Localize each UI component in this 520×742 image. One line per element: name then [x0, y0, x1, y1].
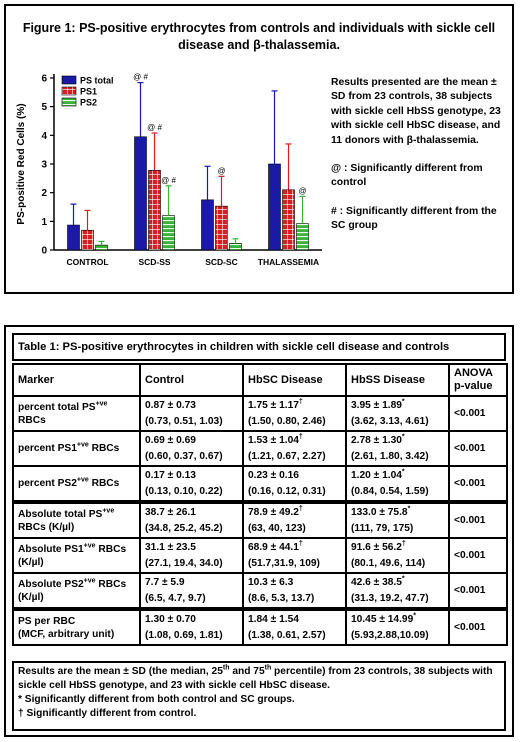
cell-control: 7.7 ± 5.9 (6.5, 4.7, 9.7) [139, 572, 244, 610]
y-tick-label: 5 [41, 102, 47, 113]
cell-hbss: 133.0 ± 75.8* (111, 79, 175) [345, 500, 450, 539]
bar-ps-total [67, 224, 80, 251]
legend-swatch [61, 75, 77, 85]
cell-hbsc: 0.23 ± 0.16 (0.16, 0.12, 0.31) [242, 465, 347, 503]
cell-anova: <0.001 [448, 607, 508, 646]
figure-notes: Results presented are the mean ± SD from… [331, 76, 509, 248]
data-table: Marker Control HbSC Disease HbSS Disease… [12, 363, 508, 646]
cell-hbss: 2.78 ± 1.30* (2.61, 1.80, 3.42) [345, 430, 450, 467]
table-row: Absolute PS1+ve RBCs (K/µl) 31.1 ± 23.5 (2… [12, 537, 508, 574]
figure-box: Figure 1: PS-positive erythrocytes from … [4, 4, 514, 294]
header-hbsc: HbSC Disease [242, 363, 347, 397]
cell-anova: <0.001 [448, 537, 508, 574]
results-note: Results presented are the mean ± SD from… [331, 77, 501, 146]
y-tick-label: 3 [41, 160, 47, 171]
figure-title: Figure 1: PS-positive erythrocytes from … [6, 20, 512, 54]
cell-hbsc: 1.53 ± 1.04† (1.21, 0.67, 2.27) [242, 430, 347, 467]
cell-control: 38.7 ± 26.1 (34.8, 25.2, 45.2) [139, 500, 244, 539]
y-axis-label: PS-positive Red Cells (%) [16, 103, 27, 224]
table-row: PS per RBC (MCF, arbitrary unit) 1.30 ± 0.… [12, 607, 508, 646]
table-title: Table 1: PS-positive erythrocytes in chi… [12, 333, 506, 361]
bar-ps2 [296, 223, 309, 251]
y-tick-label: 1 [41, 217, 47, 228]
bar-annotation: @ # [147, 123, 162, 132]
legend-swatch [61, 97, 77, 107]
cell-hbss: 1.20 ± 1.04* (0.84, 0.54, 1.59) [345, 465, 450, 503]
note-at: @ : Significantly different from control [331, 163, 483, 189]
bar-ps1 [215, 205, 228, 251]
row-marker: percent total PS+ve RBCs [12, 395, 141, 432]
cell-hbsc: 68.9 ± 44.1† (51.7,31.9, 109) [242, 537, 347, 574]
bar-ps1 [282, 189, 295, 251]
legend-entry: PS total [80, 76, 114, 86]
x-tick-label: THALASSEMIA [258, 257, 319, 267]
cell-hbss: 3.95 ± 1.89* (3.62, 3.13, 4.61) [345, 395, 450, 432]
x-tick-label: SCD-SC [205, 257, 238, 267]
row-marker: percent PS2+ve RBCs [12, 465, 141, 503]
cell-hbsc: 78.9 ± 49.2† (63, 40, 123) [242, 500, 347, 539]
bar-chart: 0 1 2 3 4 5 6 PS-positive Red Cells (%) CONTROL @… [16, 73, 322, 267]
cell-control: 0.87 ± 0.73 (0.73, 0.51, 1.03) [139, 395, 244, 432]
bar-ps-total [268, 163, 281, 251]
bar-annotation: @ # [133, 73, 148, 82]
cell-control: 31.1 ± 23.5 (27.1, 19.4, 34.0) [139, 537, 244, 574]
cell-anova: <0.001 [448, 572, 508, 610]
cell-hbsc: 1.84 ± 1.54 (1.38, 0.61, 2.57) [242, 607, 347, 646]
y-tick-label: 6 [41, 74, 47, 85]
legend-entry: PS1 [80, 87, 97, 97]
row-marker: Absolute PS2+ve RBCs (K/µl) [12, 572, 141, 610]
figure-title-line2: disease and β-thalassemia. [178, 38, 340, 52]
bar-ps-total [134, 136, 147, 251]
cell-anova: <0.001 [448, 430, 508, 467]
table-box: Table 1: PS-positive erythrocytes in chi… [4, 325, 514, 737]
row-marker: PS per RBC (MCF, arbitrary unit) [12, 607, 141, 646]
bar-ps2 [95, 244, 108, 251]
x-tick-label: CONTROL [66, 257, 108, 267]
cell-control: 0.17 ± 0.13 (0.13, 0.10, 0.22) [139, 465, 244, 503]
row-marker: percent PS1+ve RBCs [12, 430, 141, 467]
table-row: percent PS2+ve RBCs 0.17 ± 0.13 (0.13, 0.1… [12, 465, 508, 503]
table-row: percent total PS+ve RBCs 0.87 ± 0.73 (0.73… [12, 395, 508, 432]
bar-annotation: @ [298, 186, 306, 195]
header-marker: Marker [12, 363, 141, 397]
table-footnotes: Results are the mean ± SD (the median, 2… [12, 661, 506, 731]
bar-ps-total [201, 199, 214, 251]
footnote-main: Results are the mean ± SD (the median, 2… [18, 664, 493, 691]
cell-hbss: 91.6 ± 56.2† (80.1, 49.6, 114) [345, 537, 450, 574]
bar-ps2 [229, 243, 242, 251]
cell-control: 0.69 ± 0.69 (0.60, 0.37, 0.67) [139, 430, 244, 467]
cell-hbsc: 10.3 ± 6.3 (8.6, 5.3, 13.7) [242, 572, 347, 610]
header-control: Control [139, 363, 244, 397]
bar-ps2 [162, 215, 175, 251]
x-tick-label: SCD-SS [138, 257, 170, 267]
table-header-row: Marker Control HbSC Disease HbSS Disease… [12, 363, 508, 397]
footnote-dagger: † Significantly different from control. [18, 708, 197, 719]
bar-ps1 [148, 170, 161, 251]
header-anova: ANOVA p-value [448, 363, 508, 397]
table-row: Absolute total PS+ve RBCs (K/µl) 38.7 ± 2… [12, 500, 508, 539]
table-row: percent PS1+ve RBCs 0.69 ± 0.69 (0.60, 0.3… [12, 430, 508, 467]
cell-anova: <0.001 [448, 500, 508, 539]
bar-ps1 [81, 229, 94, 251]
cell-anova: <0.001 [448, 465, 508, 503]
header-hbss: HbSS Disease [345, 363, 450, 397]
note-hash: # : Significantly different from the SC … [331, 205, 497, 232]
cell-hbss: 10.45 ± 14.99* (5.93,2.88,10.09) [345, 607, 450, 646]
y-tick-label: 4 [41, 131, 47, 142]
table-row: Absolute PS2+ve RBCs (K/µl) 7.7 ± 5.9 (6.5… [12, 572, 508, 610]
bar-annotation: @ [217, 166, 225, 175]
cell-hbss: 42.6 ± 38.5* (31.3, 19.2, 47.7) [345, 572, 450, 610]
bar-annotation: @ # [161, 176, 176, 185]
row-marker: Absolute PS1+ve RBCs (K/µl) [12, 537, 141, 574]
figure-title-line1: Figure 1: PS-positive erythrocytes from … [22, 21, 496, 35]
y-tick-label: 0 [41, 246, 47, 257]
cell-control: 1.30 ± 0.70 (1.08, 0.69, 1.81) [139, 607, 244, 646]
y-tick-label: 2 [41, 188, 47, 199]
legend-entry: PS2 [80, 98, 97, 108]
legend-swatch [61, 86, 77, 96]
row-marker: Absolute total PS+ve RBCs (K/µl) [12, 500, 141, 539]
footnote-star: * Significantly different from both cont… [18, 694, 295, 705]
cell-hbsc: 1.75 ± 1.17† (1.50, 0.80, 2.46) [242, 395, 347, 432]
cell-anova: <0.001 [448, 395, 508, 432]
